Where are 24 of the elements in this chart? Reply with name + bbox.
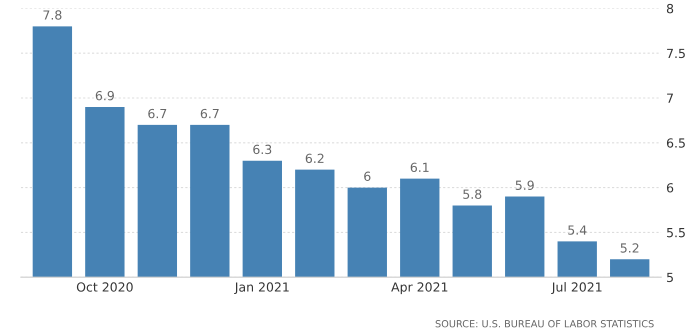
data-label: 5.2 [620, 243, 638, 253]
data-label: 5.4 [568, 225, 586, 235]
y-tick-label: 5.5 [667, 228, 685, 238]
data-label: 6.7 [148, 108, 166, 118]
data-label: 5.9 [516, 180, 534, 190]
x-tick-label: Oct 2020 [76, 282, 133, 292]
y-tick-label: 7 [667, 94, 673, 103]
data-label: 6.2 [306, 154, 324, 164]
x-tick-label: Apr 2021 [391, 282, 448, 294]
data-label: 6.7 [200, 108, 219, 118]
data-label: 6.3 [253, 144, 272, 154]
y-tick-label: 5 [667, 272, 673, 282]
data-label: 5.8 [463, 189, 482, 199]
data-label: 6.9 [96, 90, 114, 100]
y-tick-label: 6 [666, 183, 674, 193]
y-tick-label: 7.5 [667, 48, 685, 58]
x-tick-label: Jul 2021 [551, 282, 602, 294]
y-tick-label: 8 [666, 4, 674, 14]
data-label: 6.1 [410, 162, 429, 172]
data-label: 7.8 [43, 10, 62, 20]
source-note: SOURCE: U.S. BUREAU OF LABOR STATISTICS [436, 320, 654, 328]
data-label: 6 [364, 172, 370, 182]
x-tick-label: Jan 2021 [234, 282, 289, 294]
y-tick-label: 6.5 [666, 138, 685, 148]
